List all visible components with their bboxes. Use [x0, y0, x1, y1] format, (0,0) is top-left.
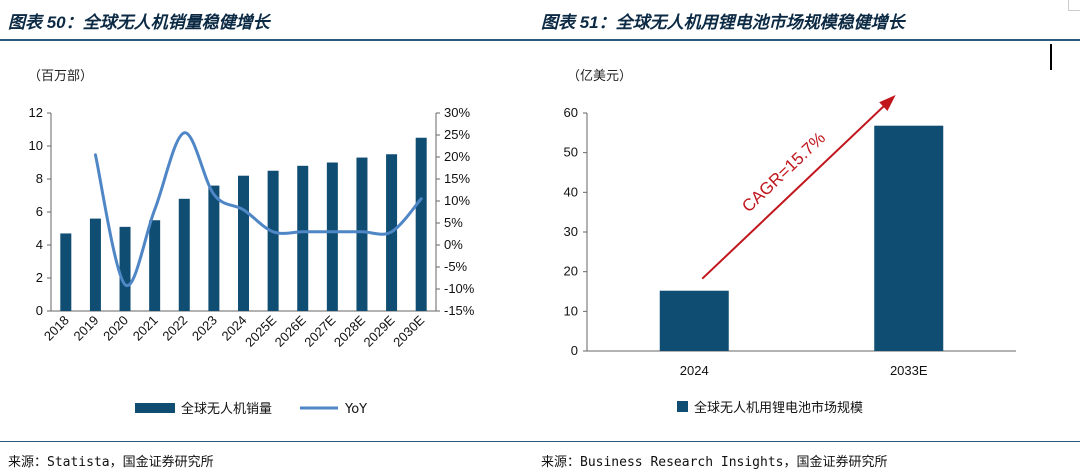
- left-chart-title: 图表 50：全球无人机销量稳健增长: [8, 13, 270, 32]
- right-tick-label: -5%: [444, 259, 468, 274]
- text-cursor: [1050, 44, 1052, 70]
- header-rule: [0, 39, 1080, 41]
- x-tick-label: 2033E: [890, 363, 928, 378]
- sales-bar: [178, 198, 190, 311]
- sales-bar: [119, 226, 131, 311]
- x-tick-label: 2030E: [390, 312, 427, 349]
- legend-bar-swatch: [135, 403, 175, 413]
- y-tick-label: 60: [564, 105, 578, 120]
- left-chart: 0 2 4 6 8 10 12 -15% -10% -5% 0% 5% 10% 15% 20% 25% 30% 2…: [29, 105, 475, 417]
- left-source: 来源：Statista，国金证券研究所: [8, 455, 214, 470]
- right-tick-label: 25%: [444, 127, 470, 142]
- y-tick-label: 10: [564, 303, 578, 318]
- x-tick-label: 2023: [189, 313, 220, 344]
- legend-swatch: [677, 401, 688, 412]
- x-tick-label: 2027E: [301, 312, 338, 349]
- y-tick-label: 50: [564, 145, 578, 160]
- sales-bar: [356, 157, 368, 311]
- left-tick-label: 6: [36, 204, 43, 219]
- right-unit-label: （亿美元）: [567, 69, 633, 84]
- sales-bar: [238, 175, 249, 311]
- legend-label: 全球无人机用锂电池市场规模: [694, 400, 863, 416]
- x-tick-label: 2019: [70, 313, 101, 344]
- right-tick-label: 10%: [444, 193, 470, 208]
- right-tick-label: 15%: [444, 171, 470, 186]
- x-tick-label: 2024: [680, 363, 709, 378]
- right-tick-label: -15%: [444, 303, 475, 318]
- x-tick-label: 2025E: [242, 312, 279, 349]
- left-tick-label: 12: [29, 105, 43, 120]
- left-tick-label: 4: [36, 237, 43, 252]
- legend-line-label: YoY: [344, 402, 367, 417]
- left-unit-label: （百万部）: [28, 69, 94, 84]
- right-tick-label: 5%: [444, 215, 463, 230]
- left-tick-label: 0: [36, 303, 43, 318]
- left-tick-label: 8: [36, 171, 43, 186]
- left-tick-label: 10: [29, 138, 43, 153]
- sales-bar: [149, 220, 161, 311]
- y-tick-label: 20: [564, 264, 578, 279]
- right-tick-label: 0%: [444, 237, 463, 252]
- x-tick-label: 2020: [100, 313, 131, 344]
- right-chart-title: 图表 51：全球无人机用锂电池市场规模稳健增长: [541, 13, 905, 32]
- left-tick-label: 2: [36, 270, 43, 285]
- sales-bar: [89, 218, 101, 311]
- legend-bar-label: 全球无人机销量: [181, 401, 272, 417]
- y-tick-label: 0: [571, 343, 578, 358]
- cagr-arrow-head: [879, 94, 896, 111]
- sales-bar: [415, 137, 427, 311]
- y-tick-label: 30: [564, 224, 578, 239]
- market-bar: [659, 290, 729, 351]
- x-tick-label: 2021: [130, 313, 161, 344]
- x-tick-label: 2022: [159, 313, 190, 344]
- market-bar: [874, 125, 944, 352]
- right-source: 来源：Business Research Insights，国金证券研究所: [541, 455, 888, 470]
- window-corner: [1068, 0, 1080, 11]
- right-tick-label: -10%: [444, 281, 475, 296]
- sales-bar: [326, 162, 338, 311]
- x-tick-label: 2029E: [361, 312, 398, 349]
- cagr-arrow-shaft: [701, 96, 894, 280]
- sales-bar: [267, 170, 279, 311]
- right-tick-label: 30%: [444, 105, 470, 120]
- x-tick-label: 2026E: [272, 312, 309, 349]
- sales-bar: [208, 185, 220, 311]
- sales-bar: [297, 165, 309, 311]
- y-tick-label: 40: [564, 184, 578, 199]
- sales-bar: [60, 233, 72, 311]
- x-tick-label: 2028E: [331, 312, 368, 349]
- right-tick-label: 20%: [444, 149, 470, 164]
- x-tick-label: 2018: [41, 313, 72, 344]
- yoy-line: [93, 131, 423, 287]
- footer-rule: [0, 441, 1080, 442]
